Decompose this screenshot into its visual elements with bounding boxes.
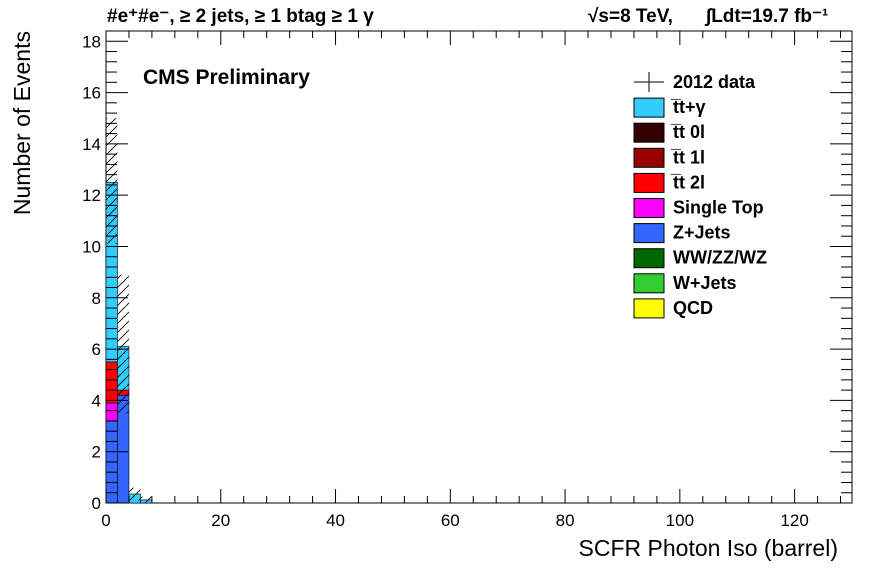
cms-preliminary-label: CMS Preliminary: [143, 66, 310, 89]
x-tick-label: 0: [101, 511, 110, 530]
x-tick-label: 100: [666, 511, 694, 530]
legend-swatch: [633, 122, 665, 143]
y-tick-label: 2: [92, 443, 101, 462]
selection-label: #e⁺#e⁻, ≥ 2 jets, ≥ 1 btag ≥ 1 γ: [107, 6, 374, 27]
lumi-label: ∫Ldt=19.7 fb⁻¹: [704, 6, 828, 27]
legend-swatch: [633, 172, 665, 193]
y-tick-label: 12: [82, 186, 101, 205]
uncertainty-bin-3: [140, 496, 152, 503]
y-tick-label: 18: [82, 32, 101, 51]
x-tick-label: 120: [780, 511, 808, 530]
y-axis: 0 2 4 6 8 10 12 14 16 18: [82, 32, 852, 513]
x-axis: 0 20 40 60 80 100 120: [101, 31, 842, 530]
uncertainty-bin-2: [128, 487, 141, 501]
legend-label: Single Top: [673, 198, 764, 218]
legend: 2012 data t̅t+γ t̅t 0l t̅t 1l t̅t 2l Single T…: [633, 72, 767, 319]
x-tick-label: 20: [211, 511, 230, 530]
uncertainty-bin-0: [106, 118, 118, 244]
legend-swatch: [633, 198, 665, 218]
legend-label: QCD: [673, 298, 713, 318]
y-tick-label: 0: [92, 494, 101, 513]
legend-label: Z+Jets: [673, 223, 731, 243]
uncertainty-bin-1: [117, 274, 129, 414]
x-tick-label: 80: [556, 511, 575, 530]
legend-swatch: [633, 223, 665, 244]
bar-single-top-bin-0: [105, 402, 118, 422]
legend-label: 2012 data: [673, 72, 756, 92]
legend-swatch: [633, 147, 665, 168]
legend-swatch: [633, 248, 665, 269]
y-tick-label: 16: [82, 84, 101, 103]
x-tick-label: 60: [441, 511, 460, 530]
legend-label: W+Jets: [673, 273, 737, 293]
legend-swatch: [633, 273, 665, 294]
legend-label: t̅t+γ: [670, 97, 706, 117]
y-tick-label: 10: [82, 237, 101, 256]
y-tick-label: 4: [92, 391, 101, 410]
uncertainty-band: [106, 118, 152, 503]
x-tick-label: 40: [326, 511, 345, 530]
bar-t-t-2l-bin-0: [105, 361, 118, 404]
legend-label: t̅t 1l: [670, 147, 705, 167]
legend-swatch: [633, 298, 665, 319]
legend-label: t̅t 2l: [670, 172, 705, 192]
x-axis-label: SCFR Photon Iso (barrel): [579, 535, 838, 561]
energy-label: √s=8 TeV,: [588, 6, 673, 27]
legend-label: t̅t 0l: [670, 122, 705, 142]
legend-swatch: [633, 97, 665, 118]
y-tick-label: 8: [92, 289, 101, 308]
y-tick-label: 6: [92, 340, 101, 359]
y-axis-label: Number of Events: [9, 31, 35, 215]
y-tick-label: 14: [82, 135, 101, 154]
legend-label: WW/ZZ/WZ: [673, 248, 767, 268]
